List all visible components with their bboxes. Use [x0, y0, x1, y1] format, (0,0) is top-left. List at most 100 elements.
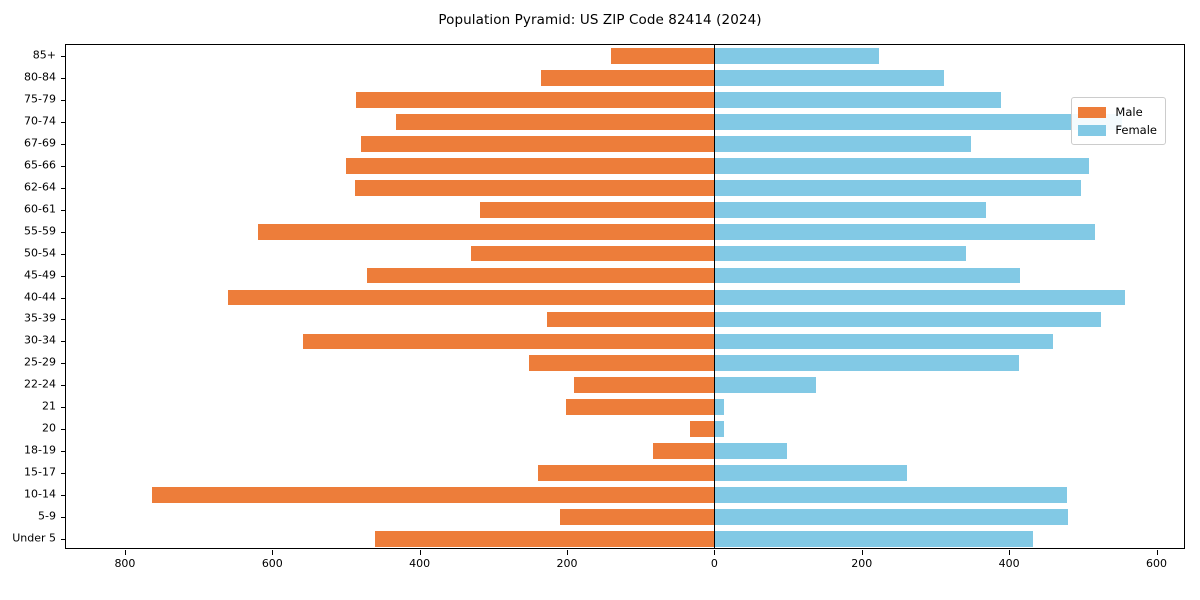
y-axis-tick-label: 40-44: [24, 290, 56, 303]
y-axis-tick-label: 85+: [32, 48, 56, 62]
x-axis-tick-label: 600: [1146, 557, 1168, 570]
y-axis-tick-label: 62-64: [24, 180, 56, 194]
bar-row: [66, 377, 1184, 394]
x-axis-tick: [567, 550, 569, 555]
bar-row: [66, 465, 1184, 482]
bar-male: [366, 267, 715, 284]
bar-female: [714, 311, 1101, 328]
y-axis-tick-label: 65-66: [24, 158, 56, 172]
y-axis-tick-label: 21: [42, 399, 56, 413]
bar-male: [690, 421, 715, 438]
bar-male: [480, 201, 715, 218]
bar-female: [714, 421, 724, 438]
bar-row: [66, 48, 1184, 64]
x-axis-tick: [861, 550, 863, 555]
bar-row: [66, 487, 1184, 503]
y-axis-tick-label: 30-34: [24, 333, 56, 347]
plot-area: 800 600 400 200 0 200 400 600 Male Female: [61, 44, 1185, 570]
bar-male: [374, 531, 715, 547]
bar-row: [66, 201, 1184, 218]
y-axis-tick-label: 60-61: [24, 202, 56, 216]
y-axis-tick-label: 22-24: [24, 377, 56, 391]
y-axis-tick-label: 25-29: [24, 355, 56, 369]
y-axis-tick-label: 45-49: [24, 268, 56, 282]
y-axis-tick: [61, 253, 66, 255]
bars-layer: [66, 45, 1184, 548]
y-axis-tick: [61, 99, 66, 101]
bar-row: [66, 245, 1184, 262]
bar-female: [714, 157, 1089, 174]
x-axis-tick: [1009, 550, 1011, 555]
bar-male: [547, 311, 715, 328]
y-axis-tick: [61, 341, 66, 343]
bar-male: [559, 509, 715, 525]
x-axis-tick-label: 800: [114, 557, 136, 570]
y-axis-tick: [61, 297, 66, 299]
y-axis-tick: [61, 187, 66, 189]
bar-row: [66, 70, 1184, 86]
y-axis-tick: [61, 319, 66, 321]
bar-row: [66, 509, 1184, 525]
legend-label-female: Female: [1115, 123, 1157, 137]
bar-male: [354, 179, 715, 196]
bar-row: [66, 355, 1184, 372]
bar-male: [528, 355, 715, 372]
bar-female: [714, 179, 1082, 196]
y-axis-tick: [61, 55, 66, 57]
bar-male: [610, 48, 715, 64]
y-axis-tick-label: 75-79: [24, 92, 56, 106]
bar-male: [355, 91, 715, 108]
legend-label-male: Male: [1115, 105, 1143, 119]
bar-female: [714, 377, 817, 394]
y-axis-tick: [61, 231, 66, 233]
bar-female: [714, 201, 987, 218]
bar-row: [66, 267, 1184, 284]
y-axis-tick: [61, 165, 66, 167]
bar-female: [714, 113, 1122, 130]
x-axis-tick-label: 400: [409, 557, 431, 570]
y-axis-tick: [61, 407, 66, 409]
bar-row: [66, 113, 1184, 130]
x-axis-tick: [124, 550, 126, 555]
x-axis-tick: [419, 550, 421, 555]
bar-female: [714, 48, 880, 64]
bar-male: [257, 223, 715, 240]
bar-row: [66, 421, 1184, 438]
bar-male: [396, 113, 715, 130]
bar-male: [573, 377, 715, 394]
y-axis-labels: 85+ 80-84 75-79 70-74 67-69 65-66 62-64 60-61 55…: [0, 44, 60, 549]
y-axis-tick: [61, 275, 66, 277]
bar-female: [714, 267, 1021, 284]
legend[interactable]: Male Female: [1071, 97, 1166, 145]
bar-female: [714, 135, 971, 152]
bar-row: [66, 135, 1184, 152]
y-axis-tick-label: 67-69: [24, 136, 56, 150]
y-axis-tick: [61, 539, 66, 541]
bar-female: [714, 355, 1020, 372]
bar-female: [714, 531, 1034, 547]
y-axis-tick: [61, 517, 66, 519]
x-axis-tick-label: 0: [710, 557, 718, 570]
bar-female: [714, 245, 967, 262]
y-axis-tick-label: 18-19: [24, 443, 56, 457]
x-axis-tick-label: 200: [556, 557, 578, 570]
bar-female: [714, 443, 788, 460]
bar-male: [540, 70, 715, 86]
y-axis-tick-label: 35-39: [24, 311, 56, 325]
bar-male: [653, 443, 715, 460]
y-axis-tick: [61, 495, 66, 497]
y-axis-tick-label: Under 5: [12, 531, 56, 545]
bar-male: [346, 157, 715, 174]
bar-row: [66, 289, 1184, 306]
legend-item-male[interactable]: Male: [1078, 103, 1157, 121]
bar-row: [66, 399, 1184, 416]
y-axis-tick-label: 80-84: [24, 70, 56, 84]
y-axis-tick-label: 55-59: [24, 224, 56, 238]
x-axis-tick: [272, 550, 274, 555]
y-axis-tick-label: 15-17: [24, 465, 56, 479]
bar-female: [714, 487, 1068, 503]
y-axis-tick-label: 5-9: [38, 509, 56, 523]
x-axis-tick-label: 400: [998, 557, 1020, 570]
legend-item-female[interactable]: Female: [1078, 121, 1157, 139]
